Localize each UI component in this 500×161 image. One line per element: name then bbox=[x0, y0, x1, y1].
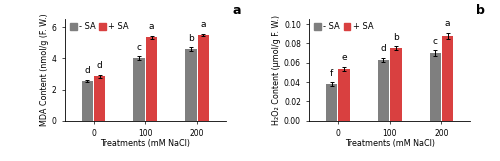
Bar bbox=[198, 35, 209, 121]
Text: a: a bbox=[149, 22, 154, 31]
Bar bbox=[82, 81, 93, 121]
Bar bbox=[390, 48, 402, 121]
Bar bbox=[186, 49, 196, 121]
Text: d: d bbox=[380, 44, 386, 53]
Bar bbox=[134, 58, 145, 121]
Text: d: d bbox=[84, 66, 90, 75]
Text: a: a bbox=[200, 20, 206, 29]
Text: b: b bbox=[476, 4, 486, 17]
Text: c: c bbox=[136, 43, 141, 52]
Y-axis label: MDA Content (nmol/g (F. W.): MDA Content (nmol/g (F. W.) bbox=[40, 14, 49, 126]
Text: b: b bbox=[188, 34, 194, 43]
Legend: - SA, + SA: - SA, + SA bbox=[314, 21, 374, 32]
Text: a: a bbox=[445, 19, 450, 28]
Legend: - SA, + SA: - SA, + SA bbox=[69, 21, 130, 32]
Text: a: a bbox=[232, 4, 240, 17]
Text: b: b bbox=[393, 33, 398, 42]
Text: f: f bbox=[330, 69, 333, 78]
Text: c: c bbox=[433, 37, 438, 46]
Bar bbox=[326, 84, 338, 121]
X-axis label: Treatments (mM NaCl): Treatments (mM NaCl) bbox=[344, 139, 434, 148]
Bar bbox=[378, 60, 389, 121]
Text: e: e bbox=[341, 53, 347, 62]
Bar bbox=[430, 53, 441, 121]
Bar bbox=[146, 37, 158, 121]
Text: d: d bbox=[97, 61, 102, 70]
Bar bbox=[442, 36, 454, 121]
Bar bbox=[94, 76, 106, 121]
X-axis label: Treatments (mM NaCl): Treatments (mM NaCl) bbox=[100, 139, 190, 148]
Y-axis label: H₂O₂ Content (μmol/g F. W.): H₂O₂ Content (μmol/g F. W.) bbox=[272, 15, 281, 125]
Bar bbox=[338, 69, 349, 121]
